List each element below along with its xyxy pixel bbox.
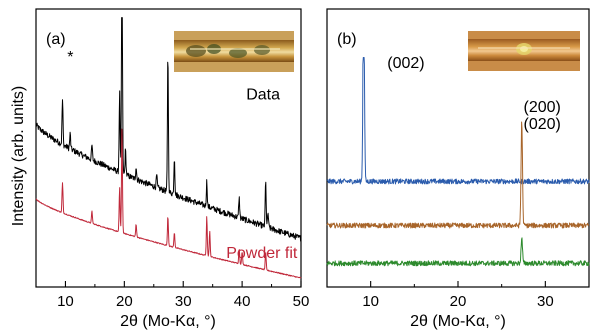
x-tick-label: 10	[57, 293, 74, 310]
x-tick-label: 10	[362, 293, 379, 310]
annotation-a-1: Data	[246, 86, 280, 103]
panel-a-x-axis-title: 2θ (Mo-Kα, °)	[120, 313, 216, 330]
y-axis-title: Intensity (arb. units)	[10, 86, 27, 227]
annotation-a-2: Powder fit	[226, 245, 298, 262]
annotation-b-0: (002)	[387, 55, 424, 72]
series-line-b-1	[326, 121, 590, 229]
series-line-a-0	[35, 17, 302, 242]
panel-a: 10 20 30 40 50 (a) 2θ (Mo-Kα, °) * Data Powder…	[35, 8, 310, 330]
panel-b-x-axis-title: 2θ (Mo-Kα, °)	[410, 313, 506, 330]
x-tick-label: 30	[175, 293, 192, 310]
panel-a-label: (a)	[46, 31, 66, 48]
panel-a-plot-area	[35, 17, 302, 279]
crystal-photo-b	[468, 31, 580, 71]
series-line-b-2	[326, 237, 590, 267]
x-tick-label: 30	[537, 293, 554, 310]
annotation-b-2: (020)	[524, 116, 561, 133]
panel-b-annotations: (002) (200)(020)	[387, 55, 561, 133]
panel-b-label: (b)	[337, 31, 357, 48]
x-tick-label: 20	[450, 293, 467, 310]
series-line-b-0	[326, 57, 590, 185]
x-tick-label: 20	[116, 293, 133, 310]
annotation-a-0: *	[67, 49, 73, 66]
panel-b-plot-area	[326, 57, 590, 267]
series-line-a-1	[35, 128, 302, 279]
x-tick-label: 50	[293, 293, 310, 310]
panel-a-x-ticks: 10 20 30 40 50	[35, 281, 310, 310]
x-tick-label: 40	[234, 293, 251, 310]
panel-b: 10 20 30 (b) 2θ (Mo-Kα, °) (002) (200)(020)	[326, 8, 590, 330]
annotation-b-1: (200)	[524, 99, 561, 116]
panel-a-annotations: * Data Powder fit	[67, 49, 298, 262]
panel-b-x-ticks: 10 20 30	[326, 281, 590, 310]
panel-a-frame	[35, 8, 302, 288]
crystal-photo-a	[174, 31, 294, 72]
